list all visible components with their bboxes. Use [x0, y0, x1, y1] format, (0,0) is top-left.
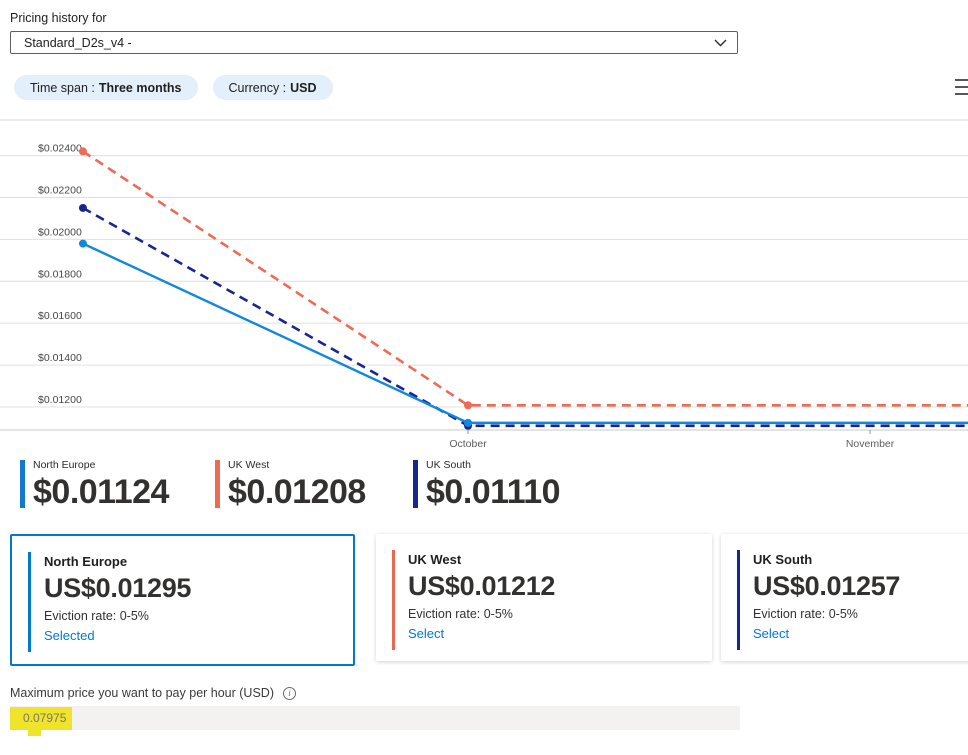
legend-item-uk-west: UK West $0.01208 [215, 457, 366, 512]
legend-color-bar [20, 460, 25, 508]
svg-text:October: October [449, 438, 487, 450]
region-card-uk-south[interactable]: UK South US$0.01257 Eviction rate: 0-5% … [721, 534, 968, 661]
max-price-label-row: Maximum price you want to pay per hour (… [10, 686, 296, 700]
svg-text:$0.01400: $0.01400 [38, 352, 82, 364]
max-price-value: 0.07975 [23, 711, 67, 725]
vm-size-dropdown[interactable]: Standard_D2s_v4 - [10, 31, 738, 54]
card-region-price: US$0.01257 [753, 571, 901, 601]
time-span-value: Three months [98, 80, 182, 95]
card-region-price: US$0.01295 [44, 573, 192, 603]
time-span-filter[interactable]: Time span : Three months [14, 75, 198, 100]
svg-text:$0.02400: $0.02400 [38, 143, 82, 155]
yellow-highlight-tail [28, 729, 41, 736]
info-icon[interactable]: i [282, 686, 296, 700]
price-history-chart: $0.02400 $0.02200 $0.02000 $0.01800 $0.01600… [0, 112, 968, 457]
svg-text:$0.01800: $0.01800 [38, 268, 82, 280]
select-link[interactable]: Select [753, 626, 790, 641]
yellow-highlight [10, 707, 72, 730]
legend-region-price: $0.01110 [426, 473, 561, 511]
time-span-label: Time span : [30, 80, 95, 95]
svg-text:November: November [846, 438, 895, 450]
legend-region-price: $0.01208 [228, 473, 366, 511]
svg-text:$0.01200: $0.01200 [38, 394, 82, 406]
currency-value: USD [290, 80, 317, 95]
vm-size-dropdown-value: Standard_D2s_v4 - [24, 35, 132, 50]
legend-color-bar [215, 460, 220, 508]
price-history-chart-svg: $0.02400 $0.02200 $0.02000 $0.01800 $0.01600… [0, 119, 968, 450]
region-card-north-europe[interactable]: North Europe US$0.01295 Eviction rate: 0… [10, 534, 355, 666]
currency-label: Currency : [228, 80, 287, 95]
chart-legend: North Europe $0.01124 UK West $0.01208 U… [0, 457, 968, 515]
legend-region-name: North Europe [33, 459, 96, 471]
pricing-history-label: Pricing history for [10, 11, 107, 25]
legend-region-name: UK West [228, 459, 270, 471]
max-price-label: Maximum price you want to pay per hour (… [10, 686, 274, 700]
card-region-name: North Europe [44, 554, 128, 569]
svg-text:$0.02000: $0.02000 [38, 226, 82, 238]
card-accent-bar [28, 552, 31, 652]
legend-color-bar [413, 460, 418, 508]
currency-filter[interactable]: Currency : USD [212, 75, 333, 100]
filter-pills: Time span : Three months Currency : USD [14, 75, 333, 100]
card-accent-bar [392, 550, 395, 650]
svg-text:$0.02200: $0.02200 [38, 185, 82, 197]
legend-item-uk-south: UK South $0.01110 [413, 457, 561, 512]
selected-link[interactable]: Selected [44, 628, 95, 643]
card-eviction-rate: Eviction rate: 0-5% [408, 607, 513, 621]
select-link[interactable]: Select [408, 626, 445, 641]
region-card-uk-west[interactable]: UK West US$0.01212 Eviction rate: 0-5% S… [376, 534, 712, 661]
max-price-input[interactable]: 0.07975 [10, 706, 740, 730]
card-region-name: UK South [753, 552, 813, 567]
card-eviction-rate: Eviction rate: 0-5% [44, 609, 149, 623]
legend-region-name: UK South [426, 459, 471, 471]
legend-region-price: $0.01124 [33, 473, 169, 511]
card-eviction-rate: Eviction rate: 0-5% [753, 607, 858, 621]
legend-item-north-europe: North Europe $0.01124 [20, 457, 169, 512]
card-accent-bar [737, 550, 740, 650]
svg-text:$0.01600: $0.01600 [38, 310, 82, 322]
chevron-down-icon [714, 39, 727, 47]
hamburger-menu-icon[interactable] [955, 79, 968, 100]
card-region-name: UK West [408, 552, 462, 567]
card-region-price: US$0.01212 [408, 571, 556, 601]
